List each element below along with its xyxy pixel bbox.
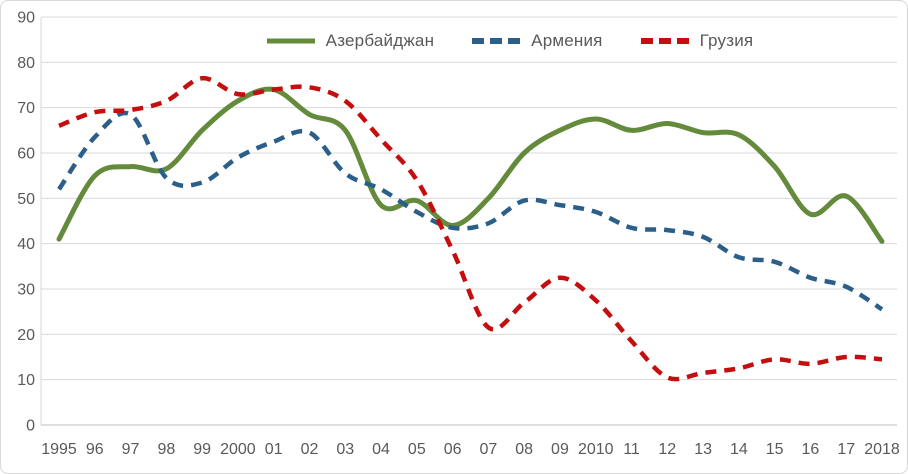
x-tick-label: 12 — [658, 441, 676, 458]
x-tick-label: 1995 — [41, 441, 77, 458]
x-tick-label: 98 — [157, 441, 175, 458]
x-tick-label: 99 — [193, 441, 211, 458]
y-tick-label: 30 — [17, 282, 35, 299]
y-tick-label: 10 — [17, 372, 35, 389]
y-tick-label: 70 — [17, 100, 35, 117]
series-line-0 — [56, 86, 885, 244]
y-tick-label: 80 — [17, 55, 35, 72]
y-tick-label: 90 — [17, 10, 35, 27]
x-tick-label: 11 — [623, 441, 640, 458]
x-tick-label: 05 — [408, 441, 426, 458]
series-line-1 — [57, 110, 884, 312]
x-tick-label: 06 — [444, 441, 462, 458]
x-tick-label: 03 — [336, 441, 354, 458]
x-tick-label: 08 — [515, 441, 533, 458]
x-tick-label: 2000 — [220, 441, 256, 458]
x-tick-label: 13 — [694, 441, 712, 458]
y-tick-label: 0 — [26, 418, 35, 435]
y-tick-label: 50 — [17, 191, 35, 208]
x-tick-label: 14 — [730, 441, 748, 458]
series-line-2 — [58, 75, 883, 382]
x-tick-label: 01 — [265, 441, 283, 458]
x-tick-label: 16 — [802, 441, 820, 458]
x-tick-label: 04 — [372, 441, 390, 458]
y-tick-label: 60 — [17, 146, 35, 163]
y-tick-label: 20 — [17, 327, 35, 344]
x-tick-label: 96 — [86, 441, 104, 458]
x-tick-label: 2010 — [578, 441, 614, 458]
x-tick-label: 07 — [479, 441, 497, 458]
x-tick-label: 15 — [766, 441, 784, 458]
x-tick-label: 17 — [837, 441, 855, 458]
x-tick-label: 02 — [301, 441, 319, 458]
x-tick-label: 09 — [551, 441, 569, 458]
x-tick-label: 2018 — [864, 441, 900, 458]
y-tick-label: 40 — [17, 236, 35, 253]
x-tick-label: 97 — [122, 441, 140, 458]
